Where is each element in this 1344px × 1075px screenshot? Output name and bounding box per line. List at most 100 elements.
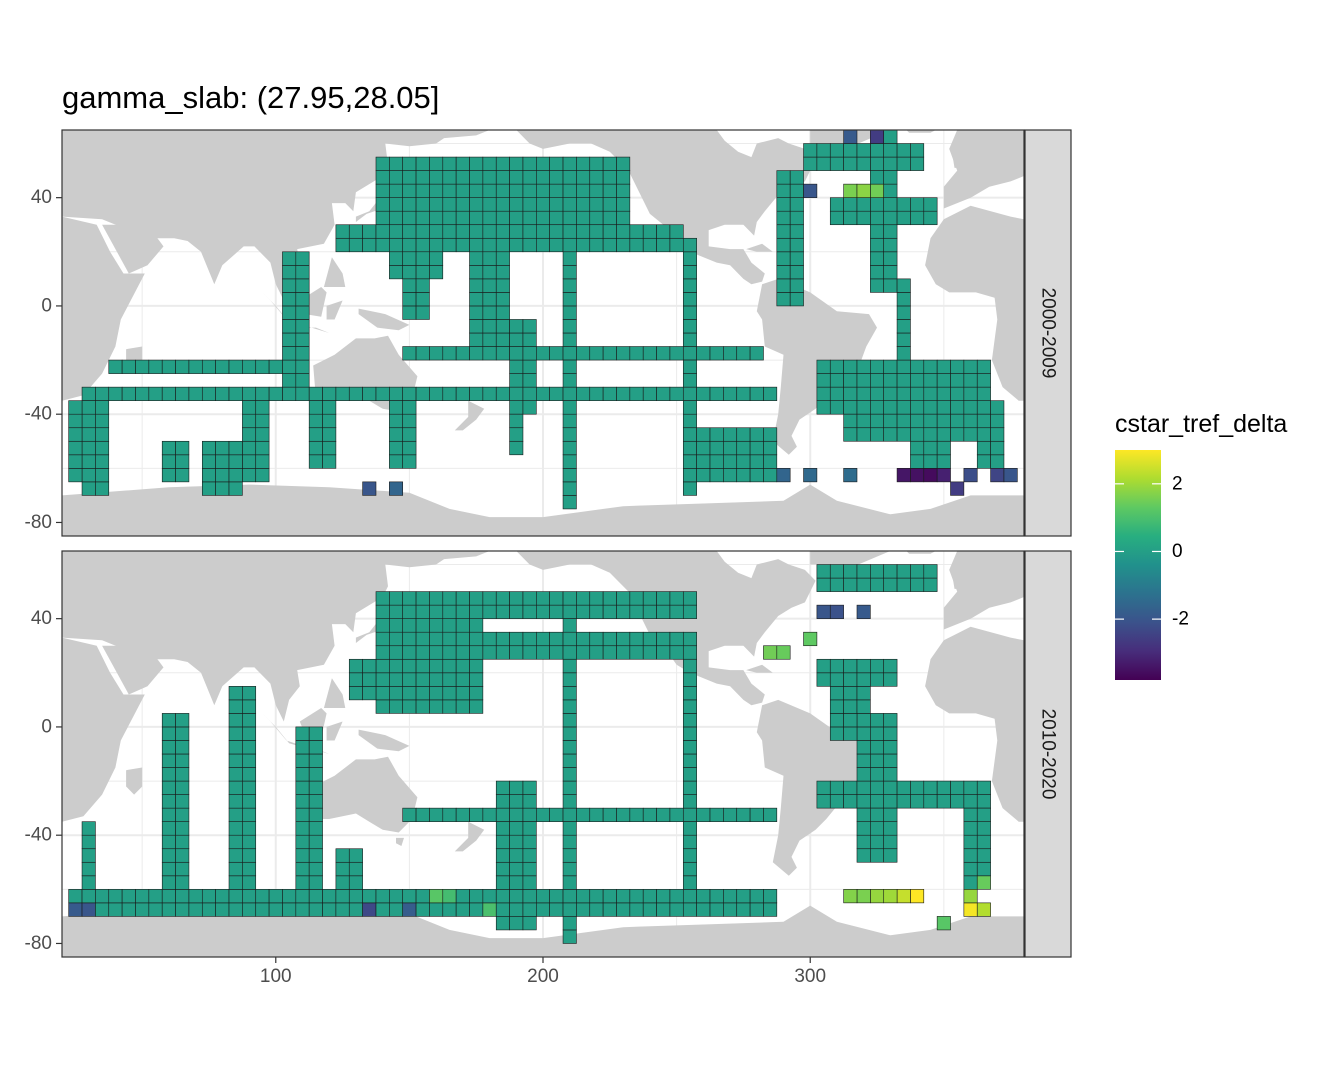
heatmap-cell — [549, 183, 564, 198]
heatmap-cell — [843, 889, 858, 904]
heatmap-cell — [402, 346, 417, 361]
heatmap-cell — [68, 468, 83, 483]
heatmap-cell — [415, 645, 430, 660]
heatmap-cell — [976, 440, 991, 456]
heatmap-cell — [883, 278, 898, 293]
heatmap-cell — [68, 427, 83, 442]
land-polygon — [102, 645, 164, 695]
heatmap-cell — [870, 278, 885, 293]
heatmap-cell — [482, 278, 497, 293]
heatmap-cell — [616, 183, 631, 198]
heatmap-cell — [482, 902, 497, 917]
heatmap-cell — [602, 889, 617, 904]
heatmap-cell — [910, 197, 925, 212]
heatmap-cell — [402, 170, 417, 185]
heatmap-cell — [375, 631, 390, 647]
facet-strip-label: 2010-2020 — [1038, 709, 1059, 800]
heatmap-cell — [362, 658, 377, 674]
heatmap-cell — [429, 645, 444, 660]
heatmap-cell — [161, 468, 176, 483]
heatmap-cell — [843, 468, 858, 483]
heatmap-cell — [950, 359, 965, 374]
heatmap-cell — [816, 386, 831, 401]
heatmap-cell — [442, 170, 457, 185]
heatmap-cell — [616, 604, 631, 619]
heatmap-cell — [883, 848, 898, 863]
heatmap-cell — [816, 604, 831, 619]
heatmap-cell — [536, 645, 550, 660]
heatmap-cell — [442, 807, 457, 822]
heatmap-cell — [669, 224, 684, 239]
heatmap-cell — [896, 156, 911, 171]
heatmap-cell — [389, 224, 404, 239]
heatmap-cell — [749, 346, 764, 361]
heatmap-cell — [763, 889, 778, 904]
heatmap-cell — [576, 386, 591, 401]
heatmap-cells — [68, 564, 991, 944]
heatmap-cell — [415, 807, 430, 822]
heatmap-cell — [669, 604, 684, 619]
heatmap-cell — [242, 440, 257, 456]
heatmap-cell — [856, 834, 871, 850]
heatmap-cell — [455, 591, 470, 606]
heatmap-cell — [963, 848, 978, 863]
heatmap-cell — [495, 305, 510, 320]
heatmap-cell — [522, 794, 537, 809]
heatmap-cell — [682, 346, 697, 361]
heatmap-cell — [389, 237, 404, 253]
heatmap-cell — [950, 386, 965, 401]
heatmap-cell — [923, 210, 938, 226]
heatmap-cell — [455, 386, 470, 401]
heatmap-cell — [482, 224, 497, 239]
heatmap-cell — [656, 604, 671, 619]
heatmap-cell — [976, 902, 991, 917]
heatmap-cell — [576, 807, 591, 822]
heatmap-cell — [950, 794, 965, 809]
heatmap-cell — [509, 359, 524, 374]
heatmap-cell — [95, 889, 110, 904]
heatmap-cell — [95, 440, 110, 456]
heatmap-cell — [81, 413, 96, 429]
heatmap-cell — [589, 197, 604, 212]
heatmap-cell — [576, 889, 591, 904]
heatmap-cell — [870, 889, 885, 904]
heatmap-cell — [856, 413, 871, 429]
heatmap-cell — [910, 373, 925, 388]
heatmap-cell — [656, 631, 671, 647]
heatmap-cell — [870, 251, 885, 266]
heatmap-cell — [843, 373, 858, 388]
heatmap-cell — [81, 454, 96, 469]
heatmap-cell — [348, 861, 363, 877]
heatmap-cell — [803, 468, 818, 483]
heatmap-cell — [562, 821, 577, 836]
heatmap-cell — [469, 156, 484, 171]
heatmap-cell — [308, 861, 323, 877]
heatmap-cell — [375, 197, 390, 212]
heatmap-cell — [589, 645, 604, 660]
heatmap-cell — [469, 386, 484, 401]
heatmap-cell — [415, 156, 430, 171]
heatmap-cell — [549, 386, 564, 401]
heatmap-cell — [228, 454, 243, 469]
heatmap-cell — [682, 413, 697, 429]
heatmap-cell — [522, 916, 537, 931]
heatmap-cell — [883, 834, 898, 850]
land-polygon — [516, 130, 816, 285]
heatmap-cell — [576, 645, 591, 660]
heatmap-cell — [242, 807, 257, 822]
heatmap-cell — [495, 319, 510, 334]
heatmap-cell — [629, 807, 644, 822]
heatmap-cell — [749, 454, 764, 469]
heatmap-cell — [415, 618, 430, 633]
heatmap-cell — [522, 319, 537, 334]
heatmap-cell — [455, 156, 470, 171]
heatmap-cell — [576, 197, 591, 212]
heatmap-cell — [856, 807, 871, 822]
heatmap-cell — [282, 889, 297, 904]
heatmap-cell — [896, 359, 911, 374]
heatmap-cell — [936, 440, 951, 456]
heatmap-cell — [910, 564, 925, 579]
heatmap-cell — [616, 889, 631, 904]
heatmap-cell — [348, 672, 363, 687]
heatmap-cell — [896, 386, 911, 401]
